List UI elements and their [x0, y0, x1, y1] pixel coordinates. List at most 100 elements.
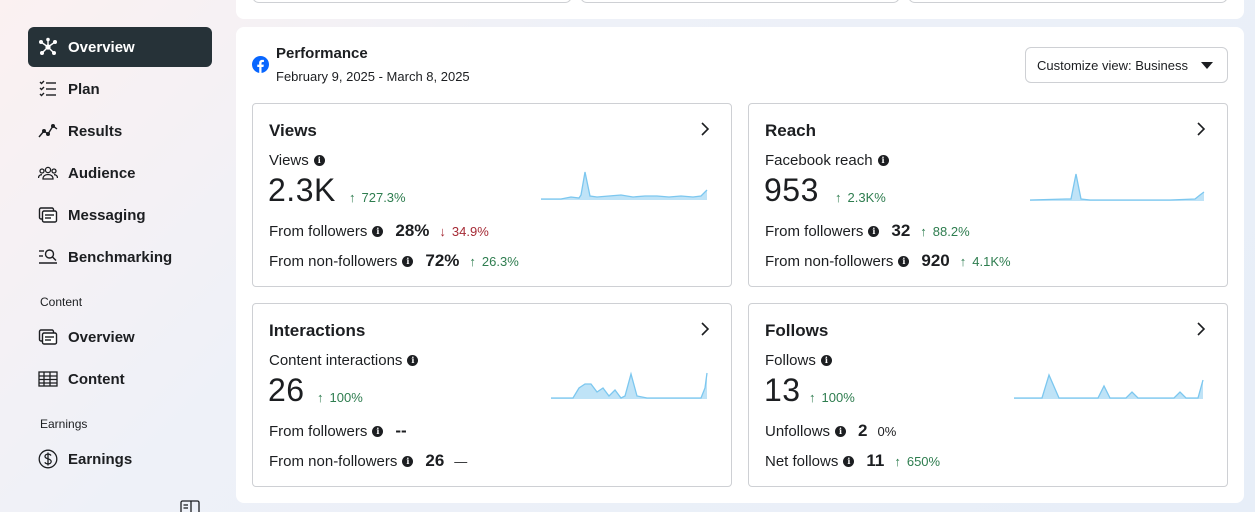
sidebar: Overview Plan Results Audience Messaging… [0, 0, 236, 512]
collapse-sidebar-icon[interactable] [180, 500, 200, 512]
chevron-right-icon[interactable] [699, 322, 711, 336]
row-delta-text: 4.1K% [972, 253, 1011, 269]
metric-label: Facebook reach i [765, 152, 889, 169]
info-icon[interactable]: i [835, 425, 847, 437]
row-value: -- [395, 421, 407, 440]
content-section-label: Content [40, 295, 83, 309]
arrow-up-icon: ↑ [809, 390, 816, 405]
performance-title: Performance [276, 45, 368, 62]
card-title: Follows [765, 321, 829, 340]
performance-date-range: February 9, 2025 - March 8, 2025 [276, 69, 470, 84]
row-delta-text: 26.3% [481, 253, 519, 269]
sidebar-item-plan[interactable]: Plan [28, 69, 212, 109]
metric-label: Follows i [765, 352, 832, 369]
sidebar-item-content-overview[interactable]: Overview [28, 317, 212, 357]
card-title: Reach [765, 121, 817, 140]
metric-delta: ↑ 727.3% [349, 190, 406, 205]
from-followers-row: From followers i -- [269, 421, 417, 441]
views-card[interactable]: Views Views i 2.3K ↑ 727.3% From follower… [252, 103, 732, 287]
summary-card-stub [252, 0, 572, 3]
summary-card-stub [580, 0, 900, 3]
metric-label-text: Follows [765, 352, 816, 369]
info-icon[interactable]: i [868, 225, 880, 237]
card-title: Interactions [269, 321, 366, 340]
customize-view-dropdown[interactable]: Customize view: Business [1025, 47, 1228, 83]
from-followers-row: From followers i 32 ↑ 88.2% [765, 221, 970, 241]
metric-delta: ↑ 100% [809, 390, 855, 405]
row-delta-text: 0% [877, 423, 897, 439]
info-icon[interactable]: i [313, 155, 325, 166]
info-icon[interactable]: i [372, 425, 384, 437]
messaging-icon [37, 204, 59, 226]
sidebar-item-audience[interactable]: Audience [28, 153, 212, 193]
row-value: 26 [425, 451, 445, 470]
row-value: 11 [866, 451, 885, 470]
row-label: From non-followers [765, 252, 894, 270]
row-delta: ↑ 88.2% [920, 224, 969, 239]
metric-value: 2.3K [268, 172, 336, 208]
info-icon[interactable]: i [407, 355, 419, 366]
info-icon[interactable]: i [402, 455, 414, 467]
chevron-right-icon[interactable] [699, 122, 711, 136]
dollar-icon [37, 448, 59, 470]
metric-value: 13 [764, 372, 801, 408]
info-icon[interactable]: i [843, 455, 855, 467]
info-icon[interactable]: i [402, 255, 414, 267]
metric-label-text: Views [269, 152, 309, 169]
row-value: 920 [921, 251, 950, 270]
sidebar-item-overview[interactable]: Overview [28, 27, 212, 67]
metric-value: 26 [268, 372, 305, 408]
arrow-up-icon: ↑ [469, 253, 476, 269]
info-icon[interactable]: i [820, 355, 832, 366]
info-icon[interactable]: i [877, 155, 889, 166]
sidebar-item-earnings[interactable]: Earnings [28, 439, 212, 479]
metric-label: Views i [269, 152, 325, 169]
sidebar-item-benchmarking[interactable]: Benchmarking [28, 237, 212, 277]
row-delta-text: — [454, 453, 468, 469]
content-overview-icon [37, 326, 59, 348]
arrow-down-icon: ↓ [439, 223, 446, 239]
chevron-right-icon[interactable] [1195, 122, 1207, 136]
sidebar-item-label: Benchmarking [68, 248, 173, 266]
card-title: Views [269, 121, 317, 140]
reach-card[interactable]: Reach Facebook reach i 953 ↑ 2.3K% From f… [748, 103, 1228, 287]
metric-label: Content interactions i [269, 352, 419, 369]
arrow-up-icon: ↑ [317, 390, 324, 405]
from-non-followers-row: From non-followers i 26 — [269, 451, 467, 471]
row-delta-text: 34.9% [451, 223, 489, 239]
from-followers-row: From followers i 28% ↓ 34.9% [269, 221, 489, 241]
unfollows-row: Unfollows i 2 0% [765, 421, 896, 441]
row-label: From followers [269, 422, 368, 440]
arrow-up-icon: ↑ [835, 190, 842, 205]
follows-sparkline [1014, 373, 1204, 399]
row-value: 2 [858, 421, 868, 440]
row-value: 32 [891, 221, 911, 240]
row-delta-text: 650% [906, 453, 941, 469]
chevron-right-icon[interactable] [1195, 322, 1207, 336]
views-sparkline [541, 171, 708, 200]
metric-delta-text: 100% [821, 390, 855, 405]
info-icon[interactable]: i [372, 225, 384, 237]
sidebar-item-label: Messaging [68, 206, 146, 224]
follows-card[interactable]: Follows Follows i 13 ↑ 100% Unfollows i 2 … [748, 303, 1228, 487]
interactions-card[interactable]: Interactions Content interactions i 26 ↑… [252, 303, 732, 487]
metric-label-text: Facebook reach [765, 152, 873, 169]
row-label: Net follows [765, 452, 839, 470]
caret-down-icon [1201, 62, 1213, 69]
row-label: From non-followers [269, 452, 398, 470]
top-summary-strip [236, 0, 1244, 19]
row-value: 28% [395, 221, 430, 240]
sidebar-item-messaging[interactable]: Messaging [28, 195, 212, 235]
row-delta: ↑ 4.1K% [960, 254, 1011, 269]
sidebar-item-results[interactable]: Results [28, 111, 212, 151]
sidebar-item-label: Overview [68, 38, 135, 56]
metric-label-text: Content interactions [269, 352, 403, 369]
overview-icon [37, 36, 59, 58]
from-non-followers-row: From non-followers i 920 ↑ 4.1K% [765, 251, 1011, 271]
arrow-up-icon: ↑ [894, 453, 901, 469]
sidebar-item-content[interactable]: Content [28, 359, 212, 399]
row-label: Unfollows [765, 422, 831, 440]
info-icon[interactable]: i [898, 255, 910, 267]
row-value: 72% [425, 251, 460, 270]
earnings-section-label: Earnings [40, 417, 88, 431]
